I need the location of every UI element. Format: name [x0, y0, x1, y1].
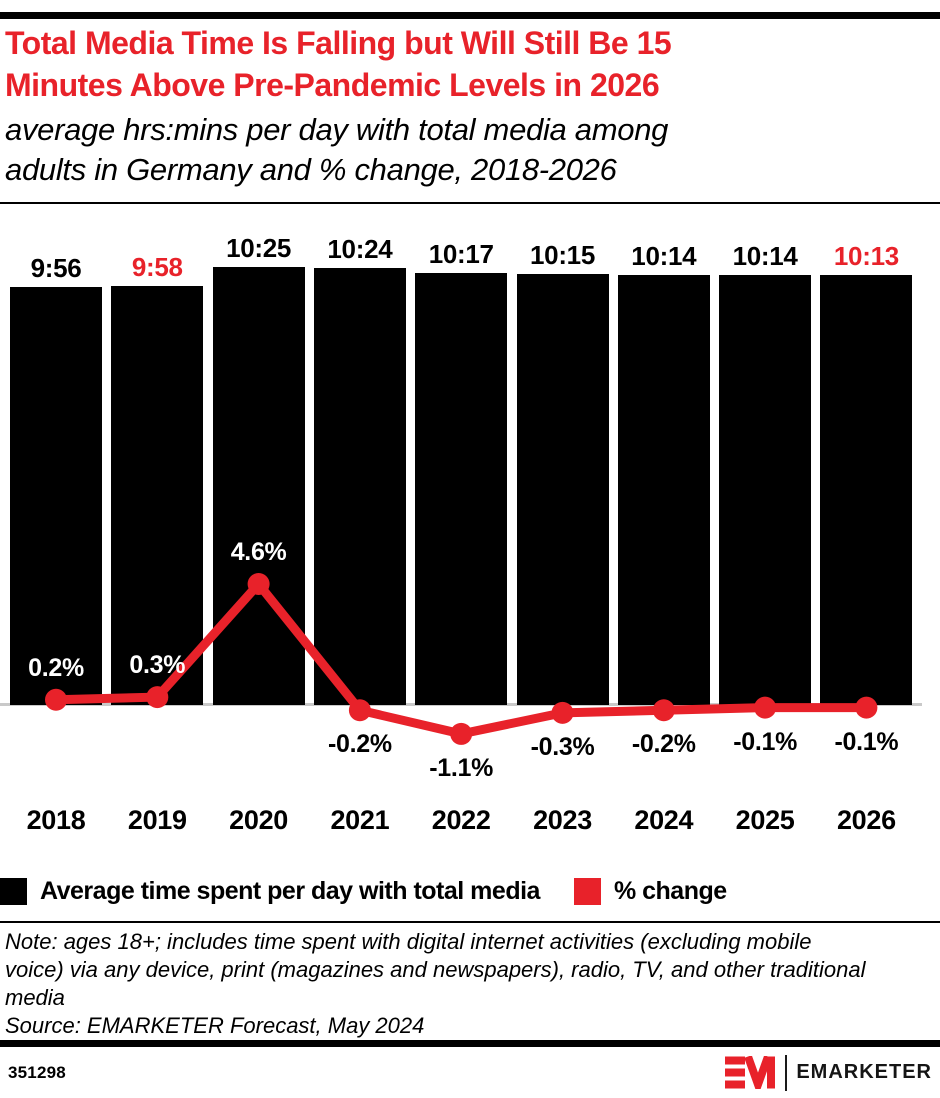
year-label-2018: 2018 [26, 805, 86, 835]
notes-block: Note: ages 18+; includes time spent with… [5, 928, 937, 1040]
chart-subtitle: average hrs:mins per day with total medi… [5, 110, 925, 190]
note-text-line-2: voice) via any device, print (magazines … [5, 957, 866, 982]
year-label-2021: 2021 [330, 805, 390, 835]
bar-2023 [516, 274, 609, 705]
line-point-2025 [754, 696, 777, 719]
chart-id: 351298 [8, 1062, 66, 1082]
top-rule [0, 12, 940, 19]
year-label-2025: 2025 [735, 805, 795, 835]
pct-change-label-2020: 4.6% [230, 538, 287, 567]
chart-title-line-2: Minutes Above Pre-Pandemic Levels in 202… [5, 67, 660, 103]
bar-value-label-2021: 10:24 [327, 233, 393, 264]
bar-2018 [10, 287, 102, 705]
bar-2020 [212, 267, 305, 705]
source-text: Source: EMARKETER Forecast, May 2024 [5, 1013, 425, 1038]
bar-value-label-2020: 10:25 [226, 233, 292, 263]
bar-value-label-2025: 10:14 [732, 240, 798, 271]
year-label-2026: 2026 [836, 805, 896, 835]
line-point-2020 [247, 573, 270, 596]
bar-value-label-2026: 10:13 [833, 241, 899, 272]
pct-change-label-2018: 0.2% [28, 653, 84, 682]
pct-change-label-2023: -0.3% [530, 732, 595, 761]
pct-change-label-2024: -0.2% [631, 730, 696, 759]
legend-swatch-pct-change [573, 878, 601, 905]
bottom-rule [0, 1040, 940, 1047]
bar-value-label-2019: 9:58 [131, 251, 183, 282]
brand-name: EMARKETER [796, 1061, 932, 1083]
bar-value-label-2018: 9:56 [30, 253, 82, 284]
em-logo-icon [725, 1056, 776, 1089]
legend-label-pct-change: % change [613, 877, 727, 905]
line-point-2018 [45, 688, 67, 711]
notes-divider [0, 921, 940, 923]
note-text-line-1: Note: ages 18+; includes time spent with… [5, 929, 812, 954]
line-point-2021 [348, 699, 371, 722]
chart-title: Total Media Time Is Falling but Will Sti… [5, 22, 925, 106]
year-label-2019: 2019 [127, 805, 187, 835]
pct-change-line-series [45, 573, 878, 745]
year-label-2022: 2022 [431, 805, 491, 835]
chart-subtitle-line-1: average hrs:mins per day with total medi… [5, 112, 669, 147]
bar-2019 [111, 285, 204, 705]
legend-item-time-spent: Average time spent per day with total me… [0, 877, 540, 906]
line-point-2024 [652, 699, 675, 722]
bar-value-label-2023: 10:15 [530, 240, 595, 270]
pct-change-label-2021: -0.2% [327, 730, 392, 759]
legend-label-time-spent: Average time spent per day with total me… [40, 877, 540, 905]
footer: 351298 EMARKETER [0, 1047, 940, 1098]
emarketer-logo: EMARKETER [725, 1054, 932, 1091]
pct-change-label-2025: -0.1% [733, 727, 797, 756]
line-point-2019 [146, 686, 169, 709]
chart-title-line-1: Total Media Time Is Falling but Will Sti… [5, 25, 672, 61]
legend-swatch-time-spent [0, 878, 27, 905]
pct-change-label-2019: 0.3% [129, 651, 186, 680]
bar-2026 [820, 275, 913, 705]
bar-2025 [719, 274, 812, 705]
line-point-2023 [551, 701, 574, 724]
pct-change-label-2022: -1.1% [429, 753, 494, 782]
bar-line-chart: 9:56 0.2% 2018 9:58 0.3% 2019 10:25 4.6% 2020 10:… [0, 205, 940, 840]
chart-subtitle-line-2: adults in Germany and % change, 2018-202… [5, 152, 617, 187]
line-point-2026 [855, 696, 878, 719]
note-text-line-3: media [5, 985, 65, 1010]
year-label-2020: 2020 [229, 805, 289, 835]
header-divider [0, 202, 940, 204]
pct-change-label-2026: -0.1% [834, 727, 899, 756]
bar-2021 [313, 267, 406, 705]
bar-2024 [617, 274, 710, 705]
year-label-2023: 2023 [533, 805, 592, 835]
line-point-2022 [450, 722, 473, 745]
year-label-2024: 2024 [634, 805, 694, 835]
legend-item-pct-change: % change [573, 877, 727, 906]
logo-divider [785, 1054, 788, 1091]
bar-value-label-2024: 10:14 [631, 240, 697, 271]
bar-value-label-2022: 10:17 [428, 238, 494, 269]
bar-2022 [415, 272, 508, 705]
chart-legend: Average time spent per day with total me… [0, 877, 727, 906]
